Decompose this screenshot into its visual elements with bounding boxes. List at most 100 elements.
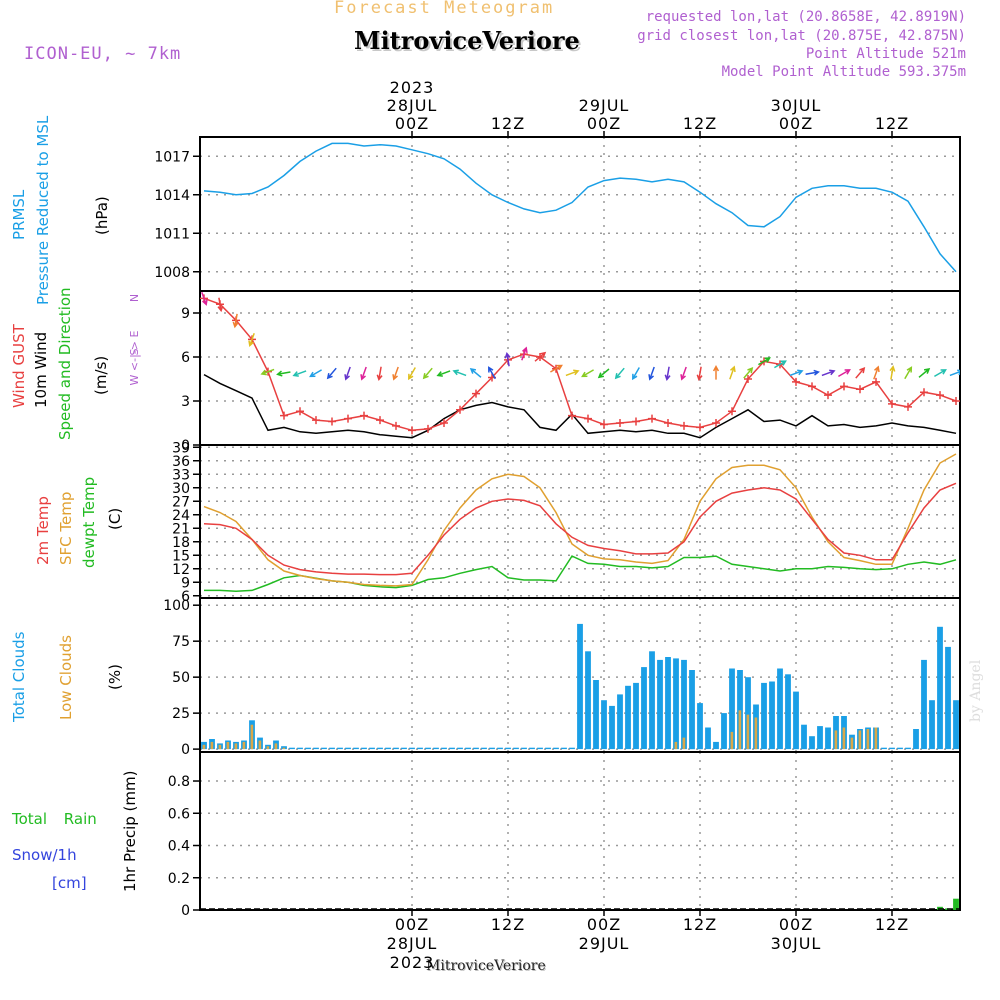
bottom-time-label: 12Z: [683, 915, 717, 934]
wind-direction-arrow: [436, 370, 451, 377]
y-tick-label: 0: [181, 742, 190, 758]
bottom-time-label: 30JUL: [771, 934, 822, 953]
location-title: MitroviceVeriore: [354, 26, 580, 55]
product-title: Forecast Meteogram: [334, 0, 555, 18]
low-cloud-bar: [834, 730, 838, 750]
gust-marker: [344, 414, 352, 423]
low-cloud-bar: [874, 727, 878, 750]
total-cloud-bar: [529, 747, 535, 750]
total-cloud-bar: [561, 747, 567, 750]
gust-marker: [376, 416, 384, 425]
total-cloud-bar: [409, 747, 415, 750]
y-tick-label: 6: [181, 589, 190, 605]
total-cloud-bar: [297, 747, 303, 750]
wind-direction-arrow: [292, 370, 307, 377]
y-tick-label: 9: [181, 306, 190, 322]
gust-marker: [472, 389, 480, 398]
wind-direction-arrow: [534, 351, 547, 362]
total-cloud-bar: [945, 646, 951, 750]
total-cloud-bar: [601, 700, 607, 750]
wind-direction-arrow: [632, 367, 640, 381]
y-tick-label: 1014: [154, 188, 190, 204]
bottom-time-label: 00Z: [779, 915, 813, 934]
bottom-time-label: 12Z: [875, 915, 909, 934]
gust-marker: [296, 407, 304, 416]
t2m-label: 2m Temp: [34, 496, 52, 565]
y-tick-label: 9: [181, 575, 190, 591]
y-tick-label: 50: [172, 670, 190, 686]
y-tick-label: 0: [181, 903, 190, 919]
total-cloud-bar: [417, 747, 423, 750]
wind-direction-arrow: [712, 365, 720, 380]
requested-point: requested lon,lat (20.8658E, 42.8919N): [645, 9, 966, 25]
total-cloud-bar: [313, 747, 319, 750]
y-tick-label: 3: [181, 394, 190, 410]
wind-direction-arrow: [344, 366, 351, 381]
total-cloud-bar: [681, 659, 687, 750]
total-cloud-bar: [697, 703, 703, 750]
y-tick-label: 1017: [154, 149, 190, 165]
gust-marker: [904, 402, 912, 411]
top-time-label: 30JUL: [771, 96, 822, 115]
gust-marker: [696, 423, 704, 432]
compass-south: S: [128, 348, 141, 355]
gust-marker: [792, 377, 800, 386]
precip-unit: 1hr Precip (mm): [121, 771, 139, 892]
wind-gust-label: Wind GUST: [10, 323, 28, 408]
gust-marker: [728, 407, 736, 416]
total-cloud-bar: [809, 736, 815, 750]
total-rain-label: Total Rain: [11, 810, 97, 828]
model-altitude: Model Point Altitude 593.375m: [721, 64, 966, 80]
wind-gust-line: [203, 297, 957, 432]
total-cloud-bar: [505, 747, 511, 750]
wind-direction-arrow: [680, 366, 687, 381]
total-cloud-bar: [281, 746, 287, 750]
wind-dir-label: Speed and Direction: [56, 287, 74, 440]
total-cloud-bar: [649, 651, 655, 750]
wind-direction-arrow: [550, 364, 563, 373]
wind-direction-arrow: [408, 367, 416, 381]
footer-location: MitroviceVeriore: [426, 958, 546, 974]
total-cloud-bar: [761, 682, 767, 750]
wind-direction-arrow: [597, 368, 610, 379]
rain-bar: [953, 898, 959, 910]
gust-marker: [568, 411, 576, 420]
wind-direction-arrow: [918, 368, 931, 378]
wind-direction-arrow: [488, 366, 496, 380]
pressure-line: [203, 142, 957, 273]
wind-direction-arrow: [821, 369, 836, 377]
total-cloud-bar: [729, 668, 735, 750]
wind-direction-arrow: [758, 357, 771, 366]
low-cloud-bar: [226, 741, 230, 750]
total-cloud-bar: [921, 659, 927, 750]
wind-direction-arrow: [232, 313, 239, 329]
total-cloud-bar: [673, 658, 679, 750]
wind-10m-label: 10m Wind: [32, 332, 50, 408]
gust-marker: [856, 385, 864, 394]
gust-marker: [312, 416, 320, 425]
gust-marker: [872, 377, 880, 386]
wind-speed-line: [203, 373, 957, 439]
total-cloud-bar: [929, 700, 935, 750]
total-cloud-bar: [553, 747, 559, 750]
y-tick-label: 6: [181, 350, 190, 366]
total-cloud-bar: [521, 747, 527, 750]
y-tick-label: 36: [172, 454, 190, 470]
total-cloud-bar: [897, 747, 903, 750]
point-altitude: Point Altitude 521m: [805, 46, 966, 62]
total-cloud-bar: [361, 747, 367, 750]
y-tick-label: 39: [172, 440, 190, 456]
gust-marker: [392, 421, 400, 430]
wind-direction-arrow: [248, 333, 255, 347]
y-tick-label: 21: [172, 521, 190, 537]
sfc-temp-line: [203, 453, 957, 587]
total-cloud-bar: [817, 726, 823, 750]
gust-marker: [408, 426, 416, 435]
total-cloud-bar: [369, 747, 375, 750]
bottom-time-label: 00Z: [587, 915, 621, 934]
gust-marker: [648, 414, 656, 423]
total-cloud-bar: [577, 623, 583, 750]
total-cloud-bar: [289, 747, 295, 750]
total-cloud-bar: [609, 705, 615, 750]
t2m-line: [203, 482, 957, 576]
